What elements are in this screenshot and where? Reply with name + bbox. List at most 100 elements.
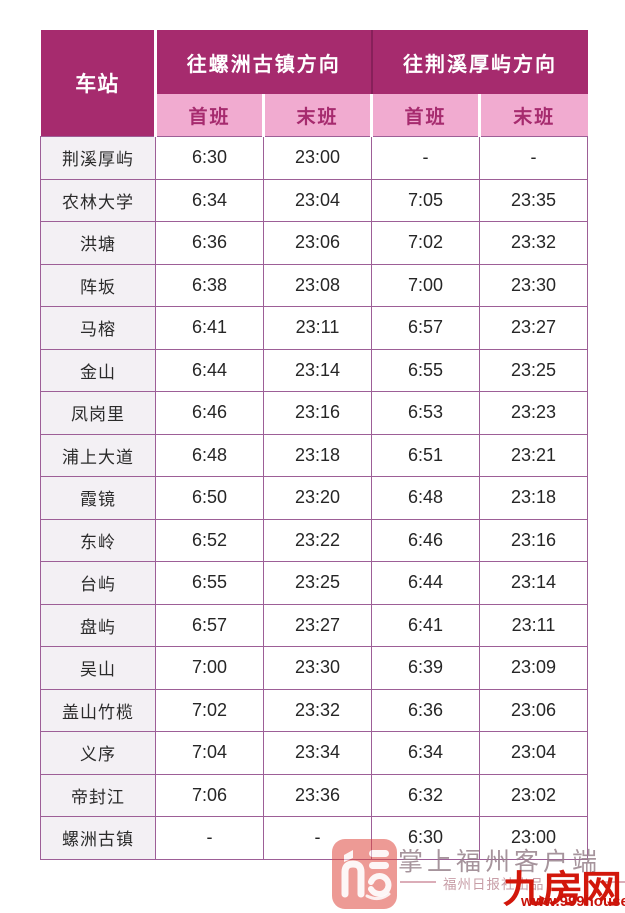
- time-cell: 6:51: [371, 433, 480, 477]
- time-cell: 6:34: [371, 731, 480, 775]
- time-cell: 6:44: [371, 561, 480, 605]
- time-cell: 23:32: [263, 688, 372, 732]
- time-cell: 23:25: [479, 348, 588, 392]
- time-cell: 23:18: [479, 476, 588, 520]
- time-cell: 6:38: [155, 263, 264, 307]
- station-cell: 洪塘: [40, 221, 156, 265]
- time-cell: 7:02: [371, 221, 480, 265]
- time-cell: 6:36: [371, 688, 480, 732]
- time-cell: 23:16: [479, 518, 588, 562]
- nine-house-logo: 九房网: [503, 868, 622, 911]
- time-cell: 7:06: [155, 773, 264, 817]
- station-cell: 霞镜: [40, 476, 156, 520]
- time-cell: 7:00: [371, 263, 480, 307]
- table-row: 阵坂 6:38 23:08 7:00 23:30: [40, 263, 588, 307]
- time-cell: 7:05: [371, 178, 480, 222]
- time-cell: 6:32: [371, 773, 480, 817]
- table-row: 洪塘 6:36 23:06 7:02 23:32: [40, 221, 588, 265]
- time-cell: 7:00: [155, 646, 264, 690]
- time-cell: 23:14: [263, 348, 372, 392]
- time-cell: 6:55: [371, 348, 480, 392]
- table-row: 螺洲古镇 - - 6:30 23:00: [40, 816, 588, 860]
- direction-2-header: 往荆溪厚屿方向: [370, 30, 588, 94]
- group-header-row: 车站 往螺洲古镇方向 往荆溪厚屿方向: [40, 30, 588, 137]
- table-row: 东岭 6:52 23:22 6:46 23:16: [40, 518, 588, 562]
- metro-timetable: 车站 往螺洲古镇方向 往荆溪厚屿方向 首班 末班 首班 末班 荆溪厚屿 6:30…: [40, 30, 588, 860]
- nine-house-url: www.999house.com: [521, 893, 625, 910]
- time-cell: 23:22: [263, 518, 372, 562]
- station-cell: 浦上大道: [40, 433, 156, 477]
- time-cell: 6:46: [371, 518, 480, 562]
- time-cell: 6:39: [371, 646, 480, 690]
- time-cell: -: [263, 816, 372, 860]
- time-cell: 23:30: [479, 263, 588, 307]
- station-cell: 帝封江: [40, 773, 156, 817]
- publisher-watermark: 福州日报社出品: [443, 877, 545, 892]
- time-cell: 23:36: [263, 773, 372, 817]
- station-cell: 阵坂: [40, 263, 156, 307]
- station-cell: 凤岗里: [40, 391, 156, 435]
- station-cell: 马榕: [40, 306, 156, 350]
- time-cell: 6:52: [155, 518, 264, 562]
- table-row: 金山 6:44 23:14 6:55 23:25: [40, 348, 588, 392]
- dir1-last-train-header: 末班: [262, 94, 372, 137]
- dir2-last-train-header: 末班: [478, 94, 588, 137]
- time-cell: 23:25: [263, 561, 372, 605]
- time-cell: 23:02: [479, 773, 588, 817]
- table-row: 盖山竹榄 7:02 23:32 6:36 23:06: [40, 688, 588, 732]
- time-cell: 6:46: [155, 391, 264, 435]
- time-cell: 23:32: [479, 221, 588, 265]
- table-row: 马榕 6:41 23:11 6:57 23:27: [40, 306, 588, 350]
- time-cell: 23:27: [479, 306, 588, 350]
- station-cell: 金山: [40, 348, 156, 392]
- time-cell: 6:44: [155, 348, 264, 392]
- station-cell: 义序: [40, 731, 156, 775]
- time-cell: 23:00: [479, 816, 588, 860]
- table-row: 荆溪厚屿 6:30 23:00 - -: [40, 136, 588, 180]
- dir2-first-train-header: 首班: [370, 94, 480, 137]
- time-cell: -: [479, 136, 588, 180]
- time-cell: 23:06: [263, 221, 372, 265]
- time-cell: 6:53: [371, 391, 480, 435]
- time-cell: 23:06: [479, 688, 588, 732]
- time-cell: 6:50: [155, 476, 264, 520]
- station-cell: 盖山竹榄: [40, 688, 156, 732]
- table-row: 盘屿 6:57 23:27 6:41 23:11: [40, 603, 588, 647]
- time-cell: 6:41: [371, 603, 480, 647]
- time-cell: 6:57: [371, 306, 480, 350]
- time-cell: 23:23: [479, 391, 588, 435]
- station-cell: 吴山: [40, 646, 156, 690]
- time-cell: 23:14: [479, 561, 588, 605]
- station-cell: 盘屿: [40, 603, 156, 647]
- time-cell: 23:27: [263, 603, 372, 647]
- palm-fuzhou-app-logo-icon: [331, 838, 398, 910]
- time-cell: 6:30: [155, 136, 264, 180]
- time-cell: 23:34: [263, 731, 372, 775]
- table-row: 霞镜 6:50 23:20 6:48 23:18: [40, 476, 588, 520]
- time-cell: 23:04: [263, 178, 372, 222]
- time-cell: 23:11: [479, 603, 588, 647]
- direction-1-header: 往螺洲古镇方向: [155, 30, 372, 94]
- time-cell: 7:02: [155, 688, 264, 732]
- station-cell: 农林大学: [40, 178, 156, 222]
- divider-dash-left: [400, 881, 436, 883]
- time-cell: 6:30: [371, 816, 480, 860]
- station-column-header: 车站: [40, 30, 157, 137]
- time-cell: 23:21: [479, 433, 588, 477]
- time-cell: 23:11: [263, 306, 372, 350]
- time-cell: 6:41: [155, 306, 264, 350]
- time-cell: 6:36: [155, 221, 264, 265]
- sub-header-row: 首班 末班 首班 末班: [41, 94, 588, 137]
- time-cell: -: [371, 136, 480, 180]
- time-cell: 6:48: [371, 476, 480, 520]
- dir1-first-train-header: 首班: [154, 94, 264, 137]
- time-cell: 6:34: [155, 178, 264, 222]
- station-cell: 东岭: [40, 518, 156, 562]
- table-row: 吴山 7:00 23:30 6:39 23:09: [40, 646, 588, 690]
- table-row: 台屿 6:55 23:25 6:44 23:14: [40, 561, 588, 605]
- time-cell: 7:04: [155, 731, 264, 775]
- time-cell: 23:04: [479, 731, 588, 775]
- station-cell: 台屿: [40, 561, 156, 605]
- time-cell: 6:55: [155, 561, 264, 605]
